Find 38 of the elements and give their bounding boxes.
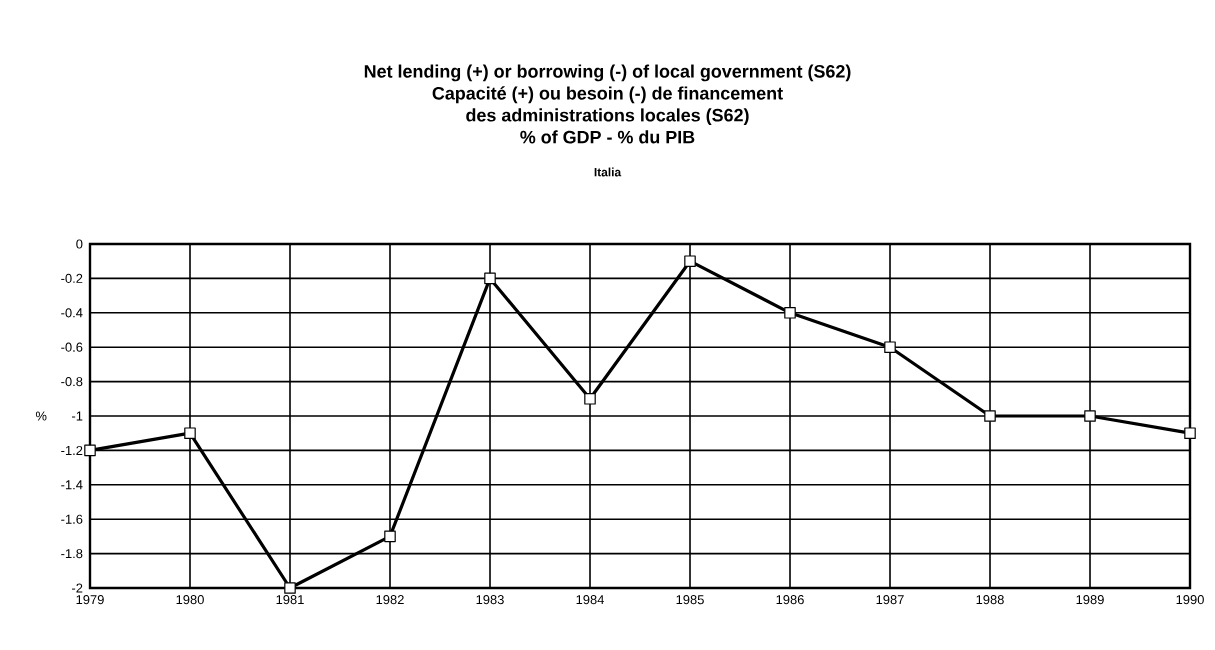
chart-subtitle: Italia — [594, 167, 622, 177]
point — [984, 410, 996, 422]
y-tick-label: -1 — [72, 411, 83, 421]
x-tick-label: 1979 — [76, 595, 104, 605]
x-tick-label: 1981 — [276, 595, 304, 605]
chart-title: Net lending (+) or borrowing (-) of local government (S62) Capacité (+) ou besoin (-) de financement des administrations locales (S62) % of GDP - % du PIB — [364, 64, 851, 144]
y-tick-label: -1.2 — [61, 445, 83, 455]
y-tick-label: -1.4 — [61, 480, 83, 490]
y-tick-label: -1.8 — [61, 549, 83, 559]
point — [1084, 410, 1096, 422]
point — [384, 530, 396, 543]
point — [684, 255, 696, 267]
y-tick-label: -2 — [72, 583, 83, 593]
y-tick-label: -0.8 — [61, 377, 83, 387]
point — [884, 341, 896, 353]
x-tick-label: 1982 — [376, 595, 404, 605]
y-axis-title: % — [35, 411, 47, 421]
point — [84, 444, 96, 457]
point — [284, 582, 296, 594]
y-tick-label: -0.2 — [61, 273, 83, 283]
x-tick-label: 1987 — [876, 595, 904, 605]
x-tick-label: 1980 — [176, 595, 204, 605]
point — [1184, 427, 1196, 439]
point — [584, 393, 596, 405]
y-tick-label: -0.6 — [61, 342, 83, 352]
x-tick-label: 1989 — [1076, 595, 1104, 605]
point — [184, 427, 196, 439]
x-tick-label: 1983 — [476, 595, 504, 605]
x-tick-label: 1986 — [776, 595, 804, 605]
y-tick-label: -1.6 — [61, 514, 83, 524]
x-tick-label: 1985 — [676, 595, 704, 605]
x-tick-label: 1984 — [576, 595, 605, 605]
point — [484, 272, 496, 285]
point — [784, 307, 796, 319]
y-tick-label: 0 — [76, 239, 83, 249]
x-tick-label: 1988 — [976, 595, 1004, 605]
x-tick-label: 1990 — [1176, 595, 1204, 605]
y-tick-label: -0.4 — [61, 308, 83, 318]
